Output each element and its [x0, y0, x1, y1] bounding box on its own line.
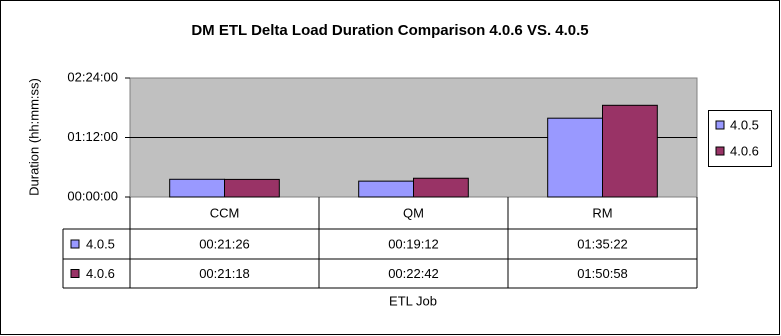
bar: [602, 104, 658, 198]
table-legend-key: [70, 269, 80, 278]
chart-title: DM ETL Delta Load Duration Comparison 4.…: [191, 22, 588, 39]
legend-label: 4.0.6: [730, 143, 759, 158]
y-tick-label: 02:24:00: [67, 69, 118, 84]
bar: [169, 178, 226, 198]
y-tick-label: 01:12:00: [67, 129, 118, 144]
bar: [358, 180, 415, 198]
legend-label: 4.0.5: [730, 117, 759, 132]
table-value: 00:22:42: [388, 266, 439, 281]
x-tick-label: QM: [403, 205, 424, 220]
y-axis-title: Duration (hh:mm:ss): [26, 78, 41, 196]
x-tick-label: CCM: [210, 205, 240, 220]
table-series-label: 4.0.6: [86, 266, 115, 281]
table-legend-key: [70, 239, 80, 249]
table-value: 01:50:58: [577, 266, 628, 281]
x-axis-title: ETL Job: [389, 293, 437, 308]
bar: [413, 177, 469, 198]
table-value: 01:35:22: [577, 236, 628, 251]
table-value: 00:21:26: [199, 236, 250, 251]
table-series-label: 4.0.5: [86, 236, 115, 251]
y-tick-label: 00:00:00: [67, 188, 118, 203]
table-value: 00:21:18: [199, 266, 250, 281]
legend-box: [708, 110, 772, 167]
table-value: 00:19:12: [388, 236, 439, 251]
bar: [547, 117, 604, 198]
legend-key: [715, 146, 725, 156]
x-tick-label: RM: [592, 205, 612, 220]
legend-key: [715, 120, 725, 130]
bar: [224, 178, 280, 198]
